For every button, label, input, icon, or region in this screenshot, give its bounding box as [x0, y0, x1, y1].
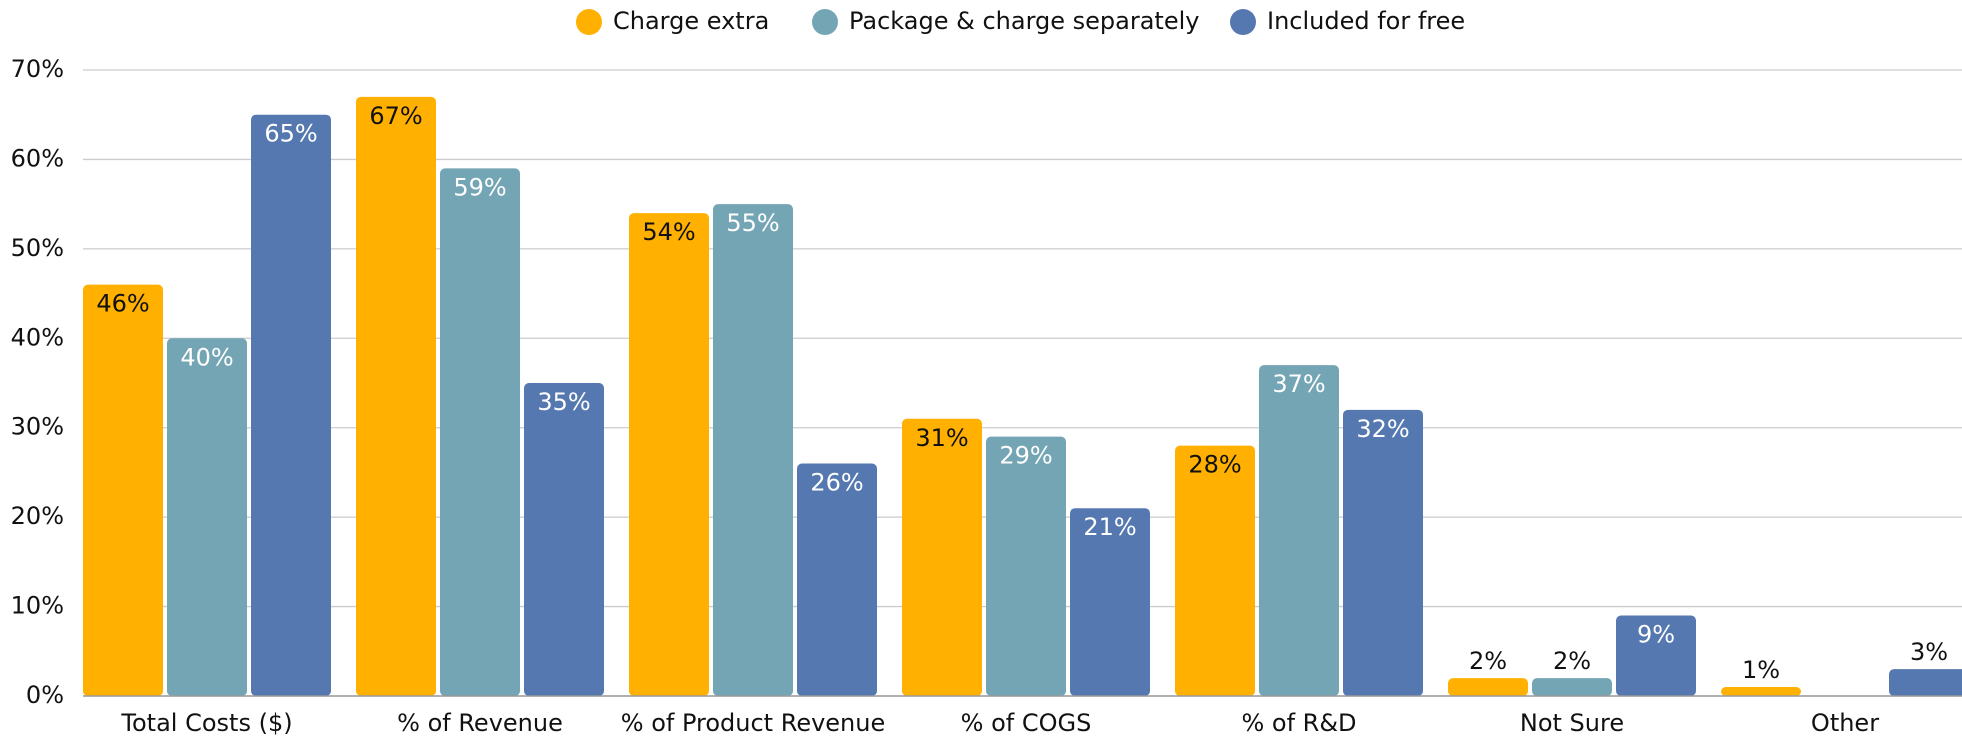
y-tick-label: 20% — [11, 502, 64, 530]
x-tick-label: % of COGS — [961, 709, 1092, 737]
data-label: 21% — [1083, 513, 1136, 541]
bar — [1448, 678, 1528, 696]
x-tick-label: % of R&D — [1241, 709, 1356, 737]
y-tick-label: 30% — [11, 413, 64, 441]
bar — [356, 96, 436, 697]
bar — [251, 114, 331, 696]
bar — [986, 436, 1066, 696]
bar — [1343, 409, 1423, 696]
bar — [1616, 615, 1696, 696]
bar — [440, 168, 520, 696]
legend-swatch — [1230, 9, 1256, 35]
bar — [167, 338, 247, 696]
x-tick-label: Other — [1811, 709, 1879, 737]
bar — [629, 213, 709, 697]
x-tick-label: Not Sure — [1520, 709, 1624, 737]
y-tick-label: 10% — [11, 592, 64, 620]
bar — [713, 204, 793, 696]
bar — [902, 418, 982, 696]
data-label: 54% — [642, 218, 695, 246]
bar — [1259, 365, 1339, 696]
bar — [1070, 508, 1150, 696]
x-tick-label: % of Product Revenue — [621, 709, 885, 737]
data-label: 2% — [1553, 647, 1591, 675]
y-tick-label: 40% — [11, 323, 64, 351]
data-label: 29% — [999, 442, 1052, 470]
data-label: 37% — [1272, 370, 1325, 398]
legend-label: Package & charge separately — [849, 7, 1199, 35]
data-label: 28% — [1188, 451, 1241, 479]
data-label: 67% — [369, 102, 422, 130]
data-label: 1% — [1742, 656, 1780, 684]
bar — [1721, 687, 1801, 696]
data-label: 31% — [915, 424, 968, 452]
x-tick-label: Total Costs ($) — [120, 709, 292, 737]
bar — [1889, 669, 1962, 696]
y-tick-label: 60% — [11, 144, 64, 172]
bar — [83, 284, 163, 696]
data-label: 65% — [264, 120, 317, 148]
data-label: 55% — [726, 209, 779, 237]
legend-swatch — [576, 9, 602, 35]
y-tick-label: 50% — [11, 234, 64, 262]
data-label: 59% — [453, 173, 506, 201]
x-tick-label: % of Revenue — [397, 709, 563, 737]
data-label: 2% — [1469, 647, 1507, 675]
data-label: 9% — [1637, 621, 1675, 649]
data-label: 35% — [537, 388, 590, 416]
bar — [1175, 445, 1255, 696]
bar — [524, 383, 604, 696]
legend-swatch — [812, 9, 838, 35]
bar — [1532, 678, 1612, 696]
data-label: 40% — [180, 343, 233, 371]
data-label: 3% — [1910, 638, 1948, 666]
data-label: 26% — [810, 468, 863, 496]
y-tick-label: 70% — [11, 55, 64, 83]
legend-label: Included for free — [1267, 7, 1465, 35]
data-label: 46% — [96, 290, 149, 318]
legend-label: Charge extra — [613, 7, 769, 35]
data-label: 32% — [1356, 415, 1409, 443]
y-tick-label: 0% — [26, 681, 64, 709]
bar — [797, 463, 877, 696]
